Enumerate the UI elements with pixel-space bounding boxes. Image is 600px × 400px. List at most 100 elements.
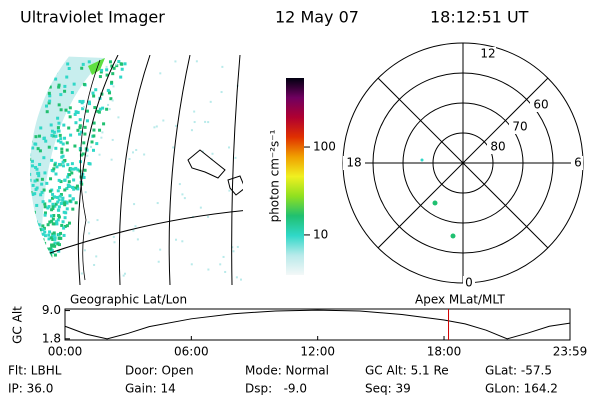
pixel [40,247,44,251]
pixel [32,221,36,225]
pixel [181,240,184,243]
pixel [39,193,43,197]
pixel [128,157,131,160]
pixel [31,103,35,107]
pixel [59,202,63,206]
pixel [60,147,64,151]
pixel [45,86,49,90]
pixel [120,67,124,71]
pixel [221,65,224,68]
pixel [32,80,36,84]
pixel [63,201,67,205]
pixel [209,100,212,103]
pixel [101,106,105,110]
pixel [74,201,78,205]
pixel [30,153,32,157]
pixel [63,216,67,220]
pixel [30,250,34,254]
pixel [64,211,68,215]
pixel [31,192,35,196]
colorbar-label: photon cm⁻²s⁻¹ [268,129,282,222]
pixel [134,225,137,228]
pixel [85,148,89,152]
pixel [53,195,57,199]
colorbar-tick-label: 10 [313,227,328,241]
pixel [61,142,65,146]
pixel [108,108,111,111]
pixel [33,77,37,81]
pixel [83,249,86,252]
pixel [56,242,60,246]
pixel [53,253,57,257]
pixel [56,116,60,120]
pixel [30,229,33,233]
pixel [96,219,99,222]
info-field: Gain: 14 [125,382,176,396]
pixel [78,118,82,122]
pixel [78,99,82,103]
pixel [83,168,87,172]
pixel [55,222,59,226]
info-field: Flt: LBHL [8,364,62,378]
pixel [57,236,61,240]
pixel [111,99,114,102]
pixel [55,220,59,224]
pixel [86,154,89,157]
pixel [100,136,103,139]
pixel [159,72,162,75]
pixel [95,142,99,146]
pixel [53,237,57,241]
pixel [34,187,38,191]
pixel [30,122,32,126]
x-tick-label: 00:00 [48,345,83,359]
pixel [52,233,56,237]
pixel [112,66,116,70]
pixel [63,225,67,229]
pixel [122,274,125,277]
pixel [30,250,33,254]
pixel [76,128,80,132]
pixel [65,201,69,205]
pixel [155,125,158,128]
pixel [33,192,37,196]
pixel [105,107,109,111]
pixel [71,207,75,211]
pixel [49,252,53,256]
pixel [37,174,41,178]
pixel [105,68,109,72]
pixel [174,60,177,63]
pixel [56,139,60,143]
pixel [54,77,58,81]
pixel [235,276,238,279]
pixel [100,92,104,96]
pixel [32,220,36,224]
pixel [81,107,85,111]
pixel [34,135,38,139]
pixel [67,67,71,71]
pixel [57,214,61,218]
pixel [32,235,36,239]
pixel [181,193,184,196]
pixel [33,256,37,260]
pixel [110,158,113,161]
pixel [228,189,231,192]
pixel [101,131,104,134]
pixel [63,89,67,93]
pixel [112,235,115,238]
pixel [31,62,35,66]
pixel [44,251,48,255]
mlat-label: 80 [490,140,505,154]
pixel [45,110,49,114]
pixel [57,198,61,202]
pixel [34,94,38,98]
pixel [61,154,65,158]
pixel [143,153,146,156]
pixel [30,258,34,262]
pixel [64,108,68,112]
pixel [33,142,37,146]
pixel [62,226,66,230]
pixel [30,172,32,176]
pixel [68,115,72,119]
pixel [50,129,54,133]
pixel [115,64,119,68]
